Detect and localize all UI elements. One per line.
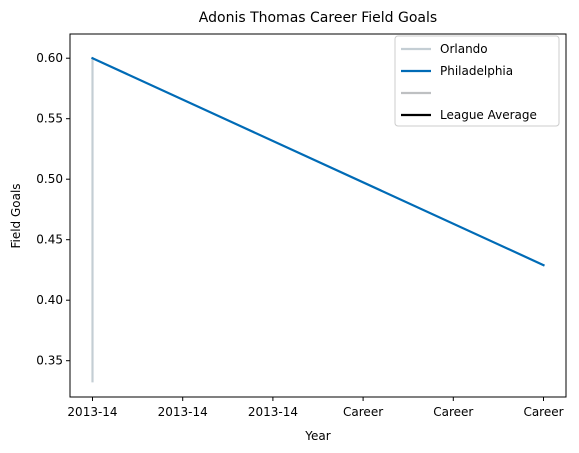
chart-title: Adonis Thomas Career Field Goals [199, 10, 437, 26]
x-tick-label: 2013-14 [158, 405, 208, 419]
y-tick-label: 0.55 [36, 112, 63, 126]
y-axis-label: Field Goals [9, 183, 23, 248]
legend: Orlando Philadelphia League Average [394, 35, 560, 127]
legend-label: League Average [440, 108, 537, 122]
plot-area: 2013-14 2013-14 2013-14 Career Career Career 0… [36, 33, 567, 419]
x-tick-label: Career [523, 405, 563, 419]
y-tick-label: 0.35 [36, 354, 63, 368]
legend-label: Orlando [440, 42, 488, 56]
y-tick-label: 0.60 [36, 51, 63, 65]
y-tick-label: 0.45 [36, 233, 63, 247]
legend-box [394, 35, 560, 127]
x-tick-label: 2013-14 [248, 405, 298, 419]
plot-frame [69, 33, 567, 398]
y-tick-label: 0.50 [36, 172, 63, 186]
series-line-philadelphia [91, 56, 545, 267]
legend-label: Philadelphia [440, 64, 513, 78]
x-tick-label: Career [433, 405, 473, 419]
x-axis-label: Year [304, 429, 330, 443]
x-tick-label: Career [343, 405, 383, 419]
y-tick-label: 0.40 [36, 293, 63, 307]
x-tick-label: 2013-14 [67, 405, 117, 419]
